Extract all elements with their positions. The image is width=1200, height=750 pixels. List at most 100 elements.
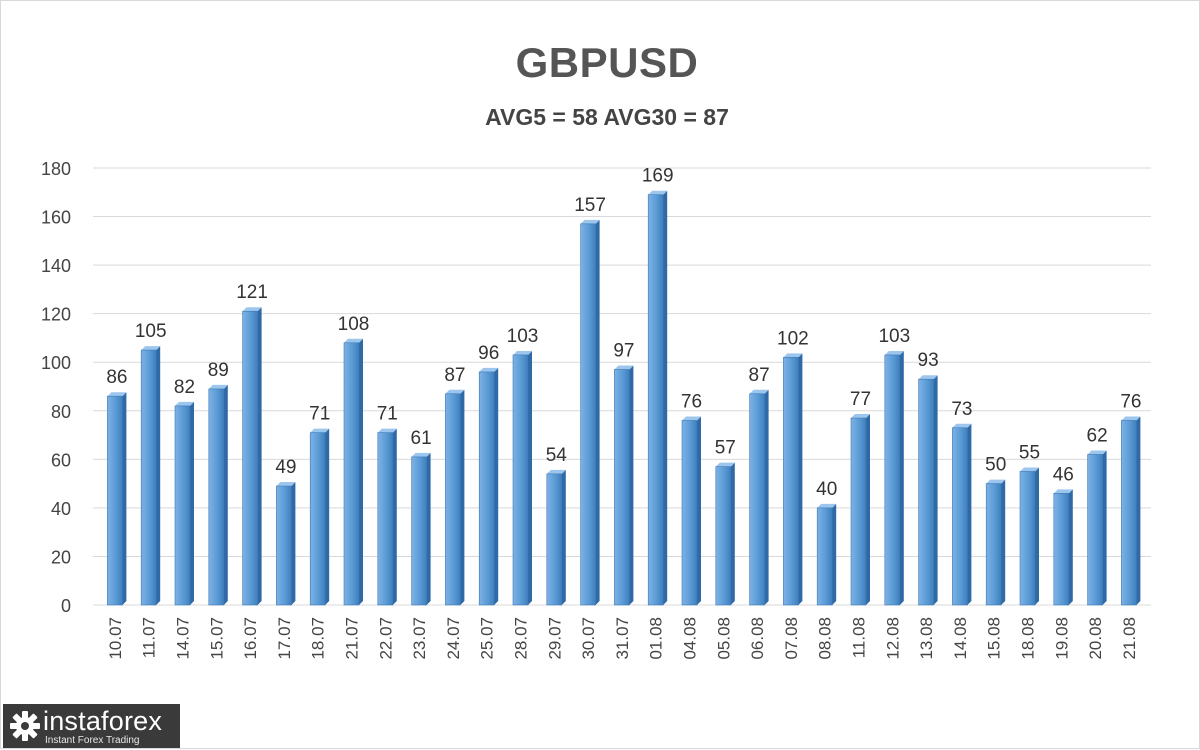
x-tick-label: 14.07 <box>174 617 193 660</box>
x-tick-label: 10.07 <box>106 617 125 660</box>
data-label: 82 <box>174 377 195 398</box>
x-tick-label: 23.07 <box>410 617 429 660</box>
y-tick-label: 120 <box>41 305 71 325</box>
bar <box>918 375 938 606</box>
y-tick-label: 20 <box>51 547 71 567</box>
data-labels: 86 105 82 89 121 49 71 108 71 61 87 96 103 54 157 97 169… <box>106 166 1141 500</box>
bar <box>174 401 194 606</box>
data-label: 87 <box>749 365 770 386</box>
x-tick-label: 18.07 <box>309 617 328 660</box>
x-tick-label: 22.07 <box>376 617 395 660</box>
x-tick-label: 19.08 <box>1052 617 1071 660</box>
data-label: 73 <box>951 399 972 420</box>
data-label: 121 <box>236 282 268 303</box>
bars <box>107 190 1141 606</box>
bar <box>309 428 330 606</box>
bar <box>1121 416 1141 606</box>
y-tick-label: 40 <box>51 499 71 519</box>
bar <box>985 479 1006 606</box>
x-tick-label: 07.08 <box>782 617 801 660</box>
bar <box>411 452 431 606</box>
data-label: 103 <box>507 326 539 347</box>
data-label: 102 <box>777 328 809 349</box>
data-label: 76 <box>681 391 702 412</box>
bar <box>208 384 228 606</box>
data-label: 71 <box>309 404 330 425</box>
bar <box>614 365 634 606</box>
data-label: 103 <box>878 326 910 347</box>
data-label: 62 <box>1087 425 1108 446</box>
data-label: 108 <box>338 314 370 335</box>
x-tick-label: 18.08 <box>1019 617 1038 660</box>
bar <box>276 482 296 606</box>
bar <box>783 353 803 606</box>
x-tick-label: 12.08 <box>883 617 902 660</box>
bar <box>884 350 904 606</box>
bar <box>850 414 870 606</box>
chart-subtitle: AVG5 = 58 AVG30 = 87 <box>485 104 729 130</box>
data-label: 55 <box>1019 442 1040 463</box>
x-tick-label: 11.07 <box>140 617 159 658</box>
bar <box>816 503 837 606</box>
bar <box>343 338 363 606</box>
x-axis: 10.07 11.07 14.07 15.07 16.07 17.07 18.07 21.07… <box>106 617 1139 660</box>
bar <box>749 389 769 606</box>
x-tick-label: 13.08 <box>917 617 936 660</box>
bar <box>478 367 499 606</box>
x-tick-label: 25.07 <box>478 617 497 660</box>
bar <box>140 346 161 606</box>
data-label: 76 <box>1120 391 1141 412</box>
x-tick-label: 24.07 <box>444 617 463 660</box>
y-tick-label: 60 <box>51 450 71 470</box>
bar <box>647 190 668 606</box>
logo-tagline: Instant Forex Trading <box>45 735 140 746</box>
x-tick-label: 15.08 <box>985 617 1004 660</box>
bar <box>1019 467 1039 606</box>
data-label: 157 <box>574 195 606 216</box>
x-tick-label: 29.07 <box>545 617 564 660</box>
bar <box>715 462 735 606</box>
bar <box>580 219 600 606</box>
bar <box>242 307 262 606</box>
x-tick-label: 11.08 <box>850 617 869 658</box>
data-label: 61 <box>411 428 432 449</box>
bar <box>512 350 532 606</box>
bar <box>952 423 972 606</box>
bar <box>1087 450 1107 606</box>
data-label: 40 <box>816 479 837 500</box>
x-tick-label: 16.07 <box>241 617 260 660</box>
x-tick-label: 20.08 <box>1086 617 1105 660</box>
data-label: 89 <box>208 360 229 381</box>
y-tick-label: 80 <box>51 402 71 422</box>
x-tick-label: 15.07 <box>207 617 226 660</box>
y-tick-label: 140 <box>41 256 71 276</box>
data-label: 46 <box>1053 464 1074 485</box>
y-tick-label: 180 <box>41 159 71 179</box>
data-label: 86 <box>106 367 127 388</box>
x-tick-label: 05.08 <box>714 617 733 660</box>
y-axis: 0 20 40 60 80 100 120 140 160 180 <box>41 159 71 616</box>
data-label: 50 <box>985 455 1006 476</box>
data-label: 105 <box>135 321 167 342</box>
x-tick-label: 31.07 <box>613 617 632 660</box>
bar <box>107 392 127 606</box>
chart-title: GBPUSD <box>515 39 699 86</box>
y-tick-label: 100 <box>41 353 71 373</box>
x-tick-label: 28.07 <box>512 617 531 660</box>
x-tick-label: 06.08 <box>748 617 767 660</box>
bar <box>681 416 701 606</box>
data-label: 93 <box>918 350 939 371</box>
data-label: 49 <box>275 457 296 478</box>
data-label: 77 <box>850 389 871 410</box>
bar <box>445 389 465 606</box>
x-tick-label: 21.07 <box>343 617 362 660</box>
y-tick-label: 160 <box>41 208 71 228</box>
x-tick-label: 08.08 <box>816 617 835 660</box>
data-label: 96 <box>478 343 499 364</box>
gear-logo-icon <box>10 711 40 741</box>
x-tick-label: 01.08 <box>647 617 666 660</box>
instaforex-logo: instaforex Instant Forex Trading <box>3 704 180 748</box>
data-label: 57 <box>715 438 736 459</box>
data-label: 169 <box>642 166 674 187</box>
